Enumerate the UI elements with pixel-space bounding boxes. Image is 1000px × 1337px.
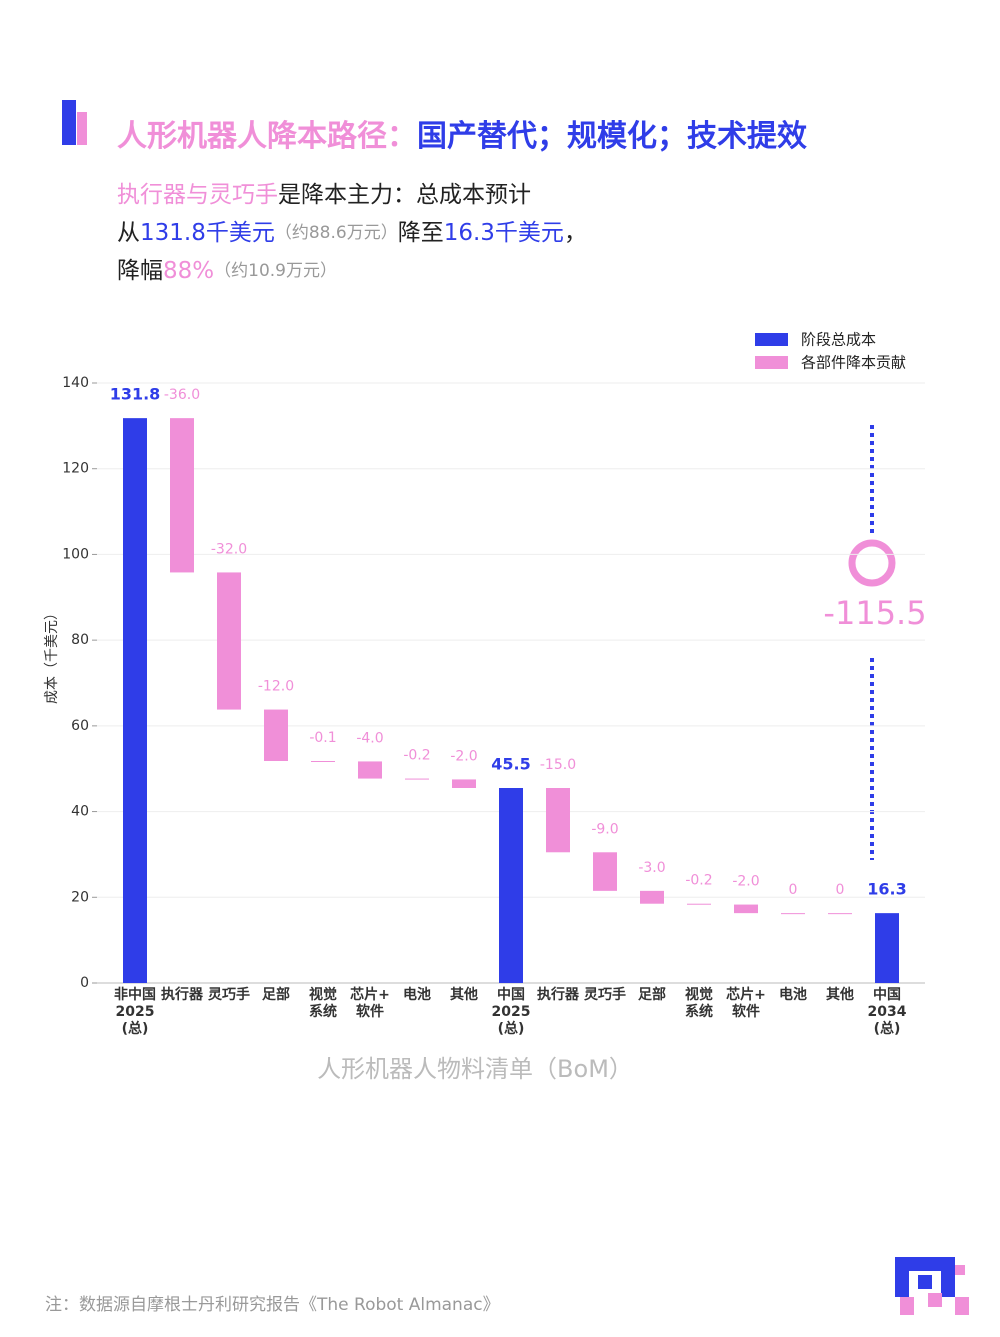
x-tick-label: 足部 (262, 986, 290, 1003)
value-label: -32.0 (211, 541, 247, 557)
title-part: 人形机器人降本路径： (117, 119, 417, 154)
value-label: -2.0 (732, 874, 759, 890)
x-tick-label: 足部 (638, 986, 666, 1003)
legend-label: 各部件降本贡献 (801, 354, 906, 372)
value-label: 16.3 (867, 880, 906, 899)
value-label: 131.8 (110, 385, 161, 404)
x-tick-label: 视觉 (685, 986, 713, 1003)
x-tick-label: 中国 (497, 986, 525, 1003)
x-tick-label: 灵巧手 (584, 986, 626, 1003)
y-tick-label: 140 (62, 375, 89, 391)
y-tick-label: 0 (80, 975, 89, 991)
annotation-circle (848, 539, 896, 587)
total-bar (875, 913, 899, 983)
x-tick-label: 视觉 (309, 986, 337, 1003)
x-tick-label: 系统 (309, 1003, 337, 1020)
x-axis-label: 人形机器人物料清单（BoM） (317, 1055, 633, 1083)
x-tick-label: 其他 (826, 986, 854, 1003)
chart-title: 人形机器人降本路径：国产替代；规模化；技术提效 (117, 119, 807, 154)
y-tick-label: 80 (71, 632, 89, 648)
x-tick-label: 软件 (732, 1003, 760, 1020)
subtitle: 执行器与灵巧手是降本主力：总成本预计 (117, 182, 531, 208)
legend-swatch (755, 333, 788, 346)
subtitle-part: 88% (163, 258, 214, 284)
x-tick-label: 其他 (450, 986, 478, 1003)
annotation: -115.5 (823, 594, 926, 632)
delta-bar (640, 890, 664, 904)
subtitle: 从131.8千美元（约88.6万元）降至16.3千美元， (117, 220, 587, 246)
delta-bar (546, 788, 570, 853)
value-label: -0.2 (685, 873, 712, 889)
subtitle-part: （约10.9万元） (214, 261, 337, 281)
value-label: -12.0 (258, 679, 294, 695)
x-tick-label: 2034 (868, 1004, 907, 1020)
x-tick-label: 灵巧手 (208, 986, 250, 1003)
value-label: 45.5 (491, 755, 530, 774)
logo (895, 1257, 969, 1315)
value-label: -9.0 (591, 821, 618, 837)
delta-bar (734, 904, 758, 914)
x-tick-label: (总) (874, 1020, 901, 1037)
value-label: -15.0 (540, 757, 576, 773)
delta-bar (452, 779, 476, 788)
y-tick-label: 40 (71, 804, 89, 820)
total-bar (123, 418, 147, 984)
subtitle-part: 降幅 (117, 258, 163, 284)
subtitle-part: 执行器与灵巧手 (117, 182, 278, 208)
value-label: -2.0 (450, 748, 477, 764)
x-tick-label: 执行器 (537, 986, 580, 1003)
delta-bar (828, 913, 852, 915)
value-label: -0.1 (309, 730, 336, 746)
x-tick-label: 执行器 (161, 986, 204, 1003)
y-tick-label: 20 (71, 889, 89, 905)
x-tick-label: 2025 (116, 1004, 155, 1020)
delta-bar (311, 761, 335, 762)
y-tick-label: 120 (62, 461, 89, 477)
value-label: -4.0 (356, 730, 383, 746)
x-tick-label: 电池 (779, 986, 807, 1003)
value-label: 0 (836, 882, 845, 898)
y-axis-label: 成本（千美元） (44, 606, 60, 704)
delta-bar (687, 903, 711, 905)
subtitle-part: （约88.6万元） (275, 223, 398, 243)
value-label: -3.0 (638, 860, 665, 876)
delta-bar (781, 913, 805, 915)
subtitle-part: 131.8千美元 (140, 220, 275, 246)
delta-bar (405, 778, 429, 780)
legend-label: 阶段总成本 (801, 331, 876, 349)
total-bar (499, 788, 523, 983)
x-tick-label: 2025 (492, 1004, 531, 1020)
subtitle: 降幅88%（约10.9万元） (117, 258, 337, 284)
delta-bar (593, 852, 617, 891)
x-tick-label: 软件 (356, 1003, 384, 1020)
delta-bar (217, 572, 241, 710)
x-tick-label: 中国 (873, 986, 901, 1003)
delta-bar (170, 418, 194, 573)
x-tick-label: (总) (122, 1020, 149, 1037)
x-tick-label: 系统 (685, 1003, 713, 1020)
x-tick-label: 芯片+ (726, 986, 766, 1003)
delta-bar (264, 709, 288, 761)
subtitle-part: 是降本主力：总成本预计 (278, 182, 531, 208)
subtitle-part: ， (564, 220, 587, 246)
title-icon (62, 100, 76, 145)
title-part: 国产替代；规模化；技术提效 (417, 119, 807, 154)
y-tick-label: 100 (62, 546, 89, 562)
x-tick-label: 电池 (403, 986, 431, 1003)
x-tick-label: (总) (498, 1020, 525, 1037)
value-label: -0.2 (403, 748, 430, 764)
title-icon (77, 112, 87, 145)
x-tick-label: 芯片+ (350, 986, 390, 1003)
subtitle-part: 从 (117, 220, 140, 246)
value-label: 0 (789, 882, 798, 898)
legend-swatch (755, 356, 788, 369)
subtitle-part: 降至 (398, 220, 444, 246)
footnote: 注：数据源自摩根士丹利研究报告《The Robot Almanac》 (45, 1295, 500, 1315)
delta-bar (358, 761, 382, 779)
value-label: -36.0 (164, 387, 200, 403)
y-tick-label: 60 (71, 718, 89, 734)
x-tick-label: 非中国 (114, 986, 156, 1003)
subtitle-part: 16.3千美元 (444, 220, 564, 246)
